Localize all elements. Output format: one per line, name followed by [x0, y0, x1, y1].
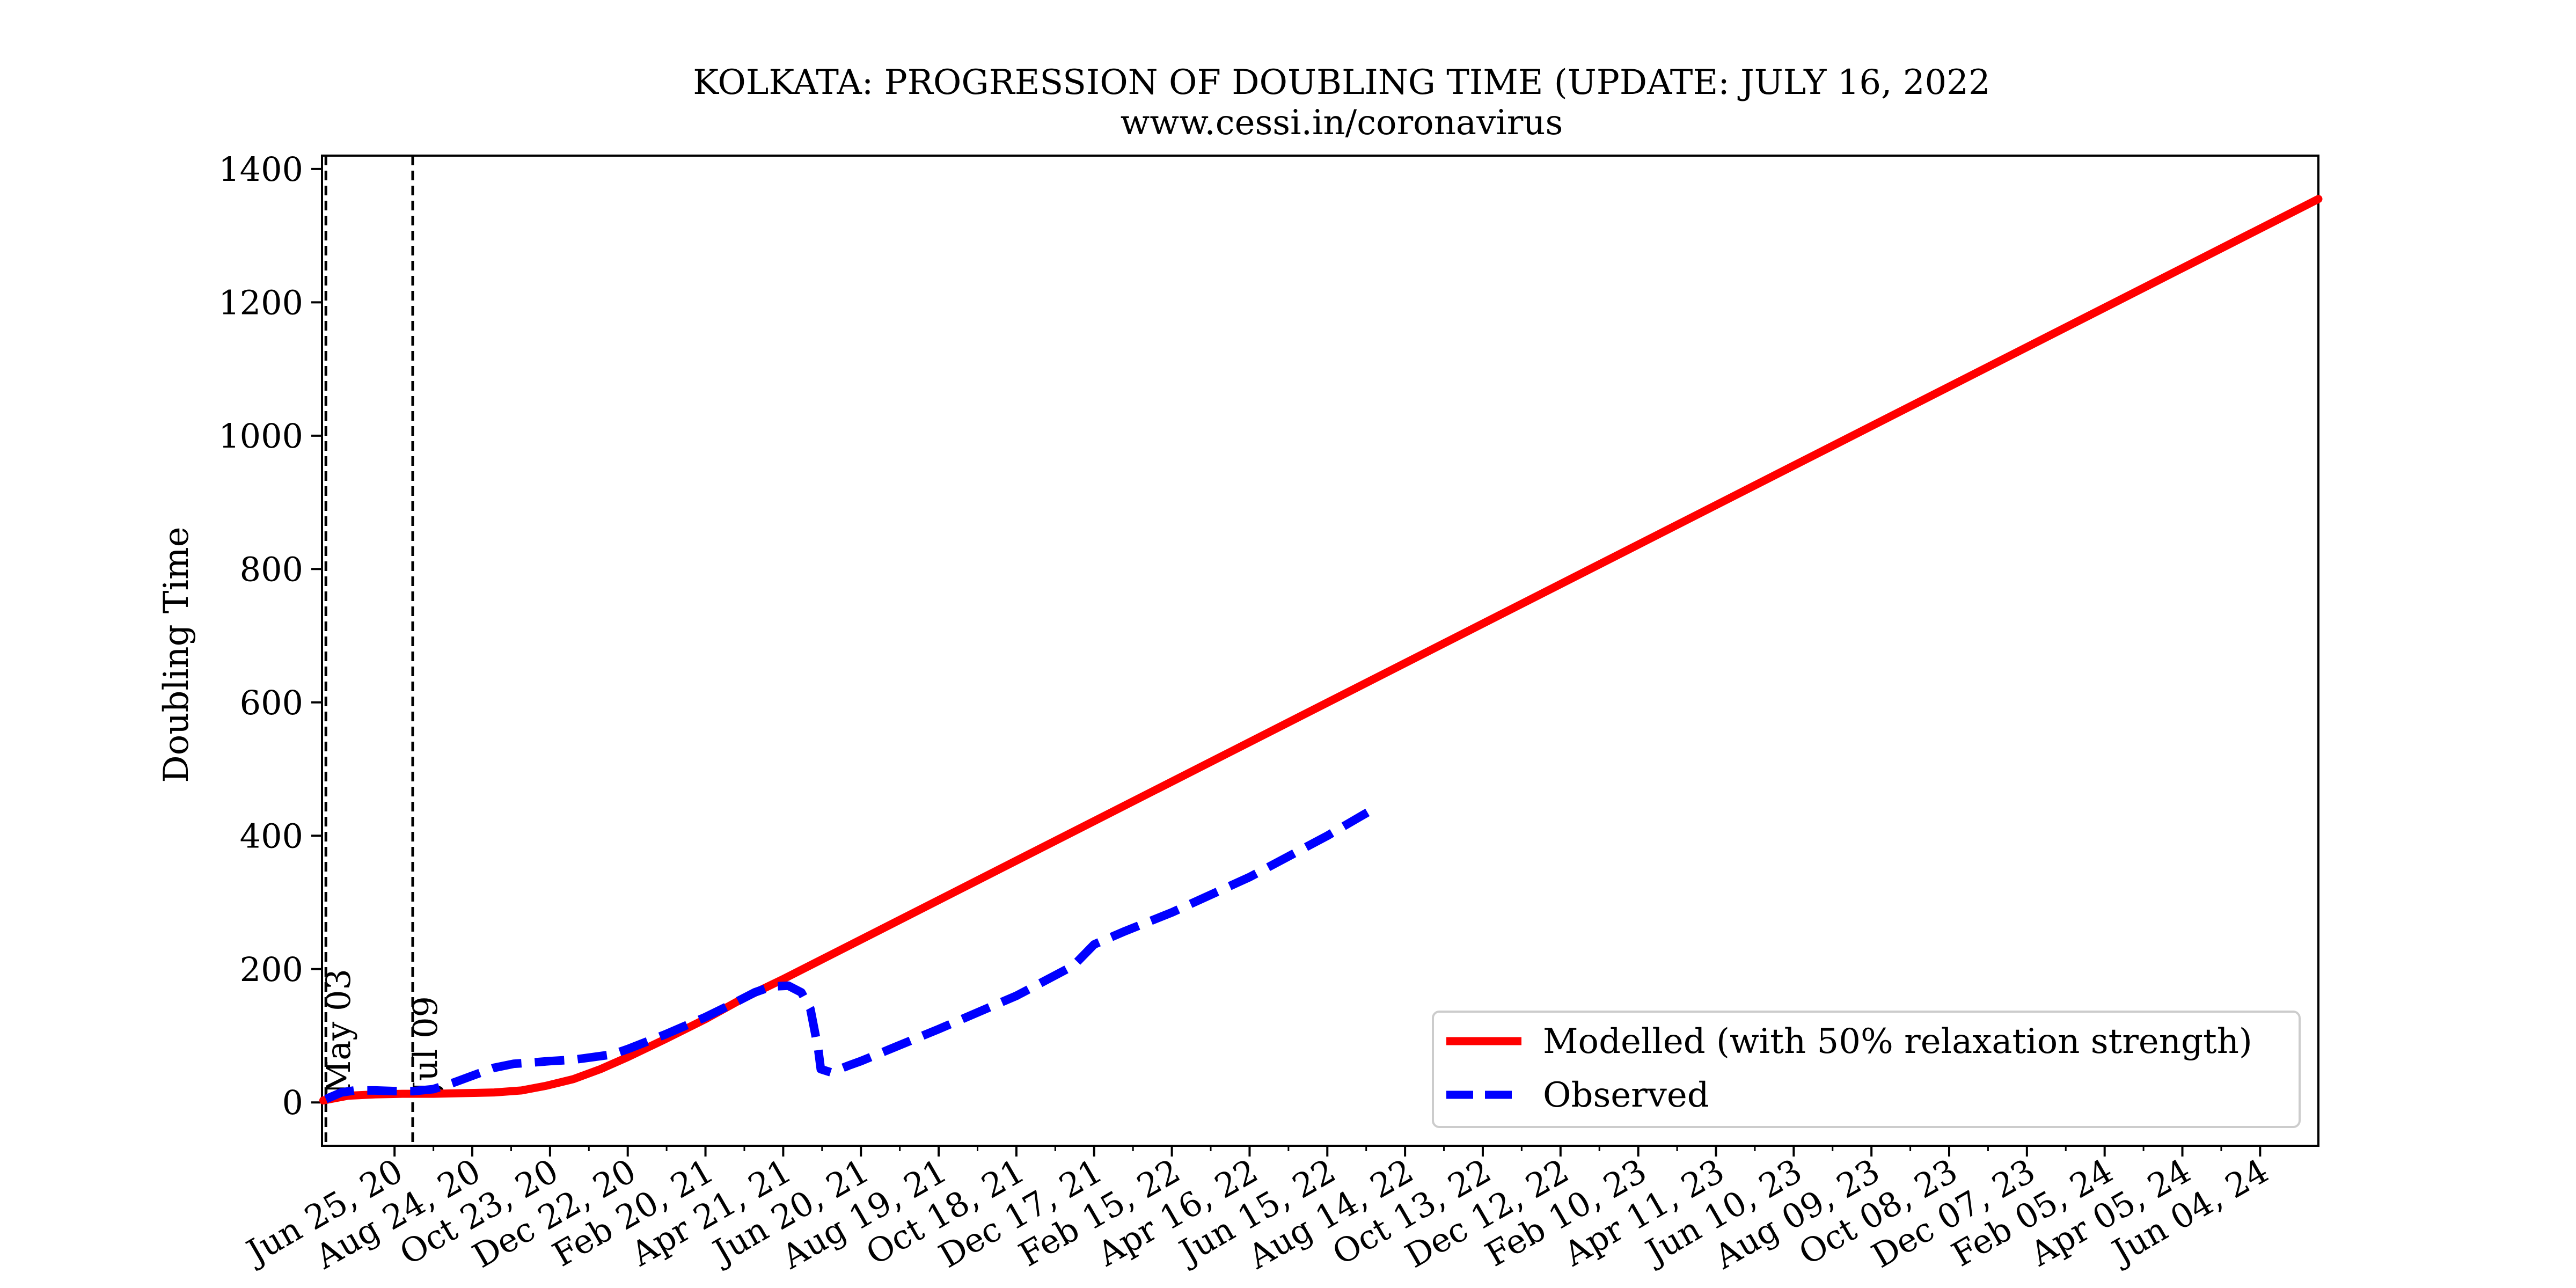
vline-label-1: Jul 09	[406, 996, 445, 1097]
vline-label-0: May 03	[319, 969, 358, 1094]
legend-label-1: Observed	[1543, 1075, 1709, 1115]
y-tick-label-2: 400	[240, 816, 303, 855]
y-tick-label-6: 1200	[218, 283, 303, 322]
y-axis-label: Doubling Time	[157, 526, 196, 782]
chart-title: KOLKATA: PROGRESSION OF DOUBLING TIME (U…	[693, 63, 1990, 103]
y-tick-label-5: 1000	[218, 416, 303, 456]
y-tick-label-1: 200	[240, 950, 303, 989]
plot-frame	[321, 155, 2319, 1147]
chart-subtitle: www.cessi.in/coronavirus	[1121, 103, 1563, 143]
y-tick-label-3: 600	[240, 683, 303, 722]
y-tick-label-7: 1400	[218, 150, 303, 189]
legend-box	[1432, 1011, 2301, 1128]
y-tick-label-4: 800	[240, 550, 303, 589]
series-line-0	[319, 195, 2323, 1104]
legend-label-0: Modelled (with 50% relaxation strength)	[1543, 1022, 2252, 1062]
y-tick-label-0: 0	[282, 1083, 303, 1122]
series-line-1	[324, 808, 1370, 1103]
